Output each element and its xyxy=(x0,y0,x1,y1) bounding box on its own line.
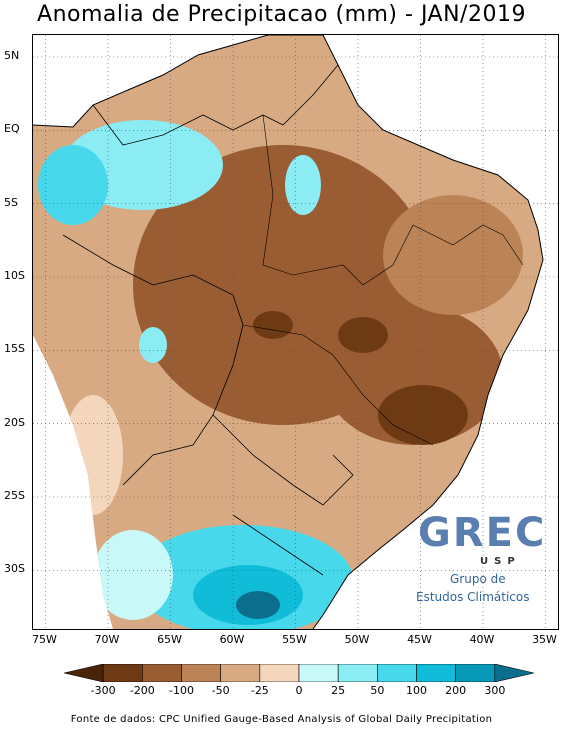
legend-label: -300 xyxy=(90,684,116,697)
legend-label: 200 xyxy=(445,684,467,697)
state-borders-north xyxy=(262,114,414,286)
northern-border xyxy=(92,64,339,146)
legend-label: -50 xyxy=(211,684,230,697)
legend-label: -100 xyxy=(169,684,194,697)
lat-label: EQ xyxy=(4,122,20,136)
lon-label: 40W xyxy=(469,633,495,646)
lon-label: 75W xyxy=(32,633,57,646)
lat-label: 5N xyxy=(4,49,20,62)
bolivia-surplus xyxy=(139,327,167,363)
legend-label: -25 xyxy=(250,684,269,697)
lon-label: 50W xyxy=(344,633,370,646)
grid-lines xyxy=(33,35,558,629)
logo-line-2: Estudos Climáticos xyxy=(416,590,530,604)
legend-swatch xyxy=(337,664,378,682)
lat-label: 5S xyxy=(4,195,18,209)
grec-logo: GREC USP Grupo de Estudos Climáticos xyxy=(412,510,562,610)
lat-label: 30S xyxy=(4,562,25,576)
lon-label: 35W xyxy=(532,633,557,646)
argentina-weak-surplus xyxy=(93,530,173,620)
legend-label: 25 xyxy=(331,684,346,697)
legend-label: 100 xyxy=(406,684,427,697)
logo-usp-text: USP xyxy=(480,556,521,567)
precipitation-anomaly-map xyxy=(32,34,559,630)
lat-label: 15S xyxy=(4,342,25,356)
legend-swatch xyxy=(416,664,456,682)
legend-swatch xyxy=(298,664,339,682)
lon-label: 70W xyxy=(94,633,120,646)
east-central-strong-deficit xyxy=(338,317,388,353)
lat-label: 10S xyxy=(4,269,25,282)
data-source: Fonte de dados: CPC Unified Gauge-Based … xyxy=(70,714,493,725)
coastline xyxy=(33,35,544,629)
color-legend xyxy=(64,664,534,682)
legend-swatch xyxy=(64,664,104,682)
lon-label: 55W xyxy=(282,633,307,646)
paraguay-border xyxy=(212,414,354,506)
amazon-surplus xyxy=(285,155,321,215)
legend-swatch xyxy=(220,664,261,682)
logo-line-1: Grupo de xyxy=(450,572,506,586)
uruguay-border xyxy=(232,514,324,576)
legend-label: -200 xyxy=(129,684,155,697)
legend-swatch xyxy=(377,664,417,682)
state-borders-central xyxy=(242,324,434,446)
legend-swatch xyxy=(102,664,143,682)
northeast-deficit xyxy=(383,195,523,315)
southeast-strong-deficit xyxy=(378,385,468,445)
legend-swatch xyxy=(259,664,300,682)
legend-label: 50 xyxy=(370,684,385,697)
legend-swatch xyxy=(455,664,496,682)
legend-swatch xyxy=(142,664,182,682)
legend-label: 0 xyxy=(295,684,303,697)
logo-main-text: GREC xyxy=(418,510,547,556)
lon-label: 60W xyxy=(219,633,245,646)
legend-label: 300 xyxy=(484,684,506,697)
map-title: Anomalia de Precipitacao (mm) - JAN/2019 xyxy=(37,2,526,27)
lon-label: 65W xyxy=(157,633,182,646)
lat-label: 25S xyxy=(4,489,25,502)
far-northwest-surplus xyxy=(38,145,108,225)
central-strong-deficit xyxy=(253,311,293,339)
state-borders-northeast xyxy=(412,224,524,266)
map-canvas xyxy=(33,35,558,629)
legend-swatch xyxy=(181,664,221,682)
lon-label: 45W xyxy=(407,633,432,646)
south-very-strong-surplus xyxy=(236,591,280,619)
lat-label: 20S xyxy=(4,415,25,429)
legend-swatch xyxy=(494,664,534,682)
